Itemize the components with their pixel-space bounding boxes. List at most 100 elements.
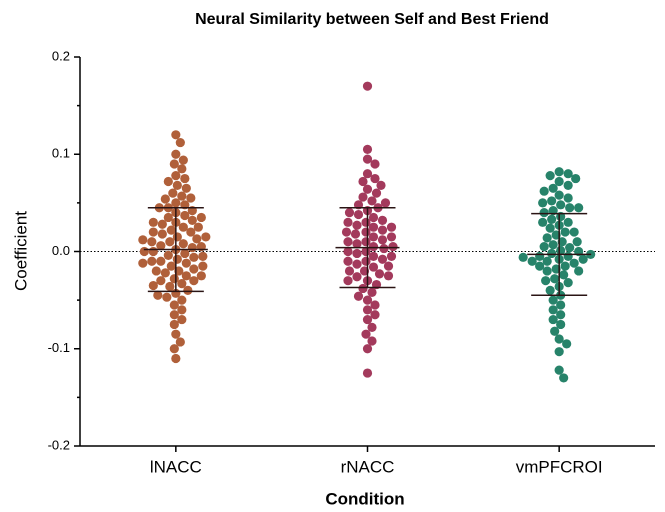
data-point — [362, 295, 373, 305]
data-point — [370, 300, 380, 310]
data-point — [374, 269, 385, 279]
data-point — [177, 314, 187, 325]
data-point — [367, 336, 377, 346]
data-point — [165, 237, 175, 247]
data-point — [160, 194, 170, 204]
data-point — [368, 242, 379, 252]
y-axis-label: Coefficient — [11, 211, 30, 291]
data-point — [541, 276, 551, 286]
data-point — [362, 169, 373, 179]
data-point — [186, 227, 196, 237]
data-point — [368, 222, 379, 232]
data-point — [138, 235, 148, 245]
data-point — [379, 243, 389, 254]
data-point — [343, 256, 353, 266]
data-point — [343, 217, 353, 227]
data-point — [563, 217, 573, 227]
data-point — [169, 300, 179, 310]
data-point — [527, 256, 537, 266]
data-point — [362, 344, 373, 354]
data-point — [547, 214, 557, 225]
data-point — [186, 193, 196, 203]
data-point — [171, 198, 181, 208]
data-point — [545, 223, 555, 233]
data-point — [192, 234, 202, 244]
data-point — [362, 314, 373, 325]
data-point — [574, 266, 584, 276]
data-point — [353, 291, 364, 301]
data-point — [370, 173, 380, 184]
data-point — [148, 217, 158, 227]
chart-title: Neural Similarity between Self and Best … — [195, 11, 549, 28]
data-point — [368, 232, 379, 242]
data-point — [560, 227, 570, 237]
data-point — [196, 212, 206, 223]
data-point — [550, 326, 560, 336]
data-point — [361, 237, 371, 247]
data-point — [559, 373, 569, 383]
data-point — [139, 246, 149, 257]
data-point — [344, 266, 355, 276]
data-point — [370, 159, 380, 169]
data-point — [148, 227, 158, 237]
data-point — [560, 261, 570, 271]
data-point — [377, 254, 388, 264]
data-point — [166, 261, 176, 271]
data-point — [352, 248, 362, 259]
data-point — [171, 171, 181, 181]
data-point — [169, 319, 179, 330]
data-point — [189, 264, 199, 274]
data-point — [169, 274, 179, 284]
data-point — [181, 271, 191, 281]
data-point — [177, 164, 187, 174]
data-point — [358, 192, 368, 202]
data-point — [554, 334, 564, 344]
data-point — [344, 208, 355, 218]
data-point — [198, 261, 208, 271]
data-point — [569, 227, 579, 237]
data-point — [559, 270, 569, 280]
data-point — [361, 246, 371, 257]
data-point — [368, 262, 379, 272]
data-point — [554, 365, 564, 375]
data-point — [171, 353, 181, 364]
data-point — [172, 180, 182, 190]
data-point — [350, 229, 361, 239]
data-point — [151, 266, 161, 276]
data-point — [156, 276, 166, 286]
data-point — [383, 261, 394, 271]
data-point — [153, 290, 163, 300]
data-point — [386, 232, 397, 242]
data-point — [548, 183, 558, 193]
data-point — [370, 310, 380, 320]
data-point — [181, 183, 191, 193]
data-point — [367, 287, 377, 297]
data-point — [554, 347, 564, 357]
data-point — [147, 237, 157, 247]
data-point — [178, 222, 188, 232]
data-point — [181, 258, 191, 268]
data-point — [352, 239, 362, 249]
x-axis-label: Condition — [325, 489, 404, 508]
data-point — [562, 339, 572, 349]
data-point — [563, 180, 573, 190]
data-point — [548, 240, 558, 250]
data-point — [548, 314, 558, 325]
data-point — [165, 281, 175, 292]
data-point — [538, 217, 548, 227]
data-point — [169, 310, 179, 320]
data-point — [554, 190, 564, 200]
data-point — [171, 329, 181, 339]
data-point — [542, 256, 552, 266]
data-point — [177, 295, 187, 305]
data-point — [169, 344, 179, 354]
x-tick-label: vmPFCROI — [516, 457, 603, 476]
data-point — [362, 184, 373, 194]
data-point — [548, 295, 558, 305]
data-point — [377, 225, 388, 235]
data-point — [565, 203, 575, 213]
data-point — [547, 196, 557, 206]
data-point — [563, 278, 573, 288]
data-point — [542, 266, 552, 276]
data-point — [548, 305, 558, 315]
